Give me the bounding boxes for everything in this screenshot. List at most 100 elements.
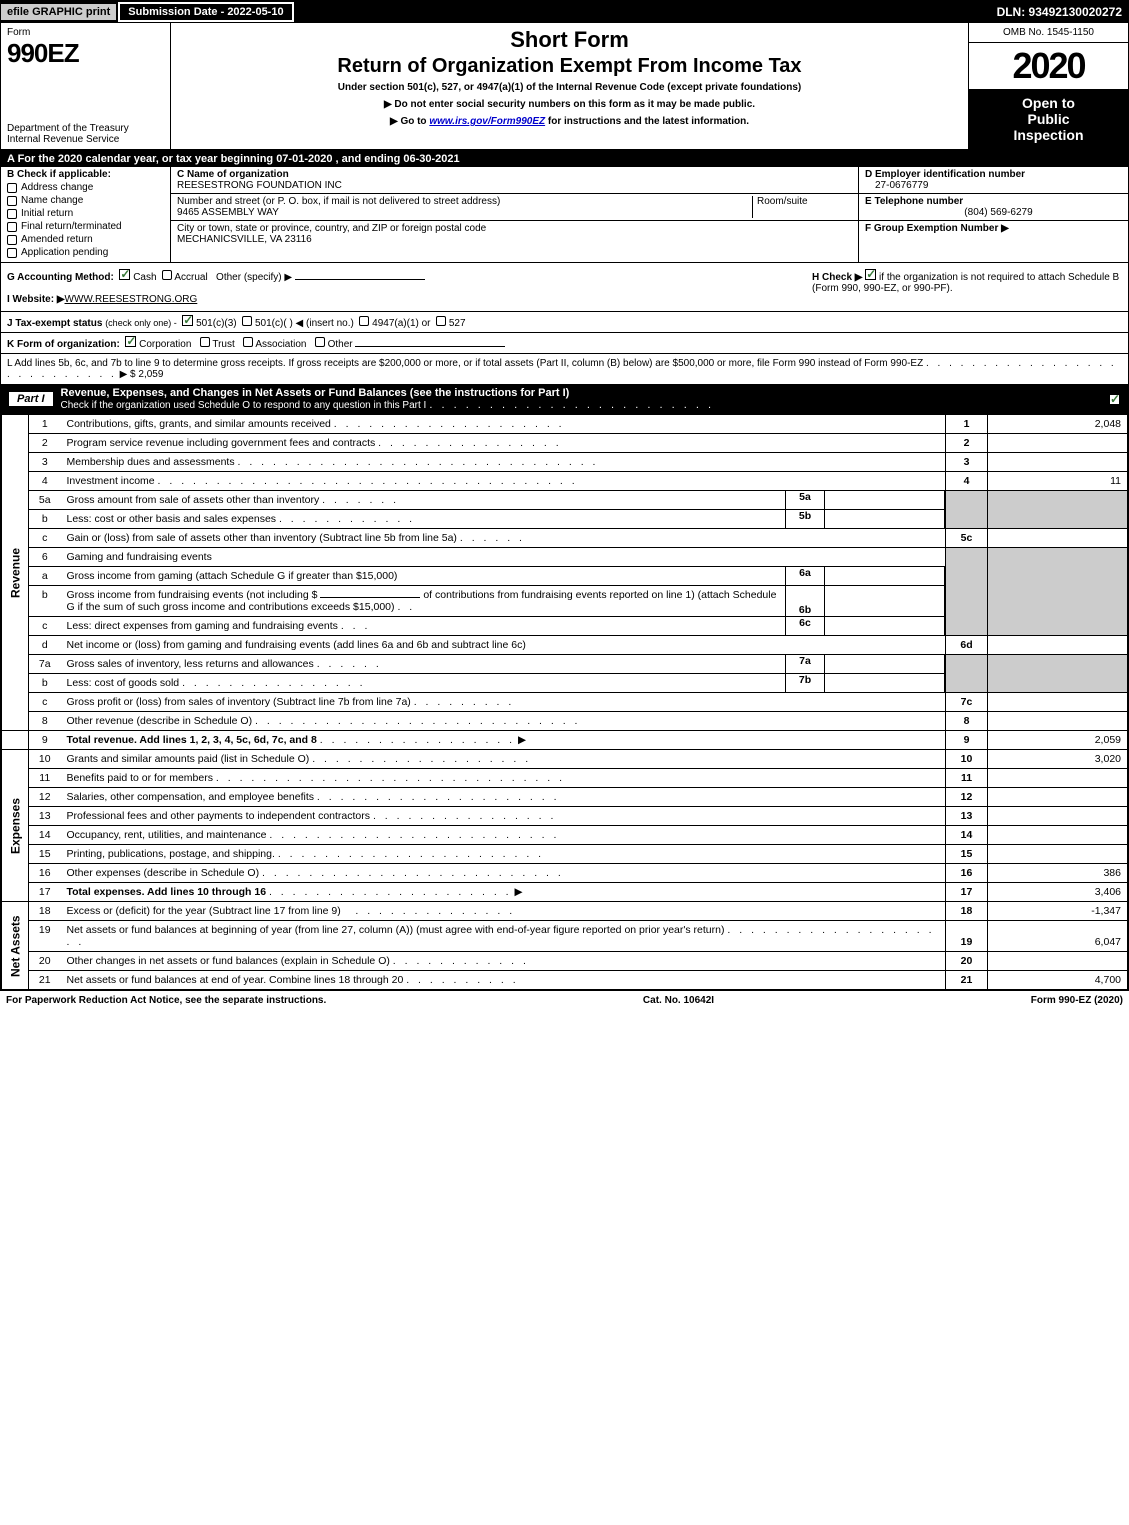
checkbox-association[interactable] [243,337,253,347]
checkbox-icon [7,183,17,193]
section-a-dates: A For the 2020 calendar year, or tax yea… [1,151,1128,167]
checkbox-501c3-checked[interactable] [182,315,193,326]
page-footer: For Paperwork Reduction Act Notice, see … [0,991,1129,1010]
line-7b-desc: Less: cost of goods sold [67,677,180,689]
short-form-title: Short Form [179,27,960,53]
line-18-desc: Excess or (deficit) for the year (Subtra… [67,905,341,917]
line-4-value: 11 [988,472,1128,491]
checkbox-other-org[interactable] [315,337,325,347]
line-5a-desc: Gross amount from sale of assets other t… [67,494,320,506]
org-name-label: C Name of organization [177,169,289,180]
checkbox-501c[interactable] [242,316,252,326]
checkbox-final-return[interactable]: Final return/terminated [7,221,164,232]
efile-print-label[interactable]: efile GRAPHIC print [1,4,116,20]
line-9-desc: Total revenue. Add lines 1, 2, 3, 4, 5c,… [67,734,317,746]
checkbox-address-change[interactable]: Address change [7,182,164,193]
line-20-desc: Other changes in net assets or fund bala… [67,955,390,967]
col-d-ein-phone: D Employer identification number 27-0676… [858,167,1128,262]
line-13-desc: Professional fees and other payments to … [67,810,371,822]
website-value[interactable]: WWW.REESESTRONG.ORG [65,294,198,305]
checkbox-4947[interactable] [359,316,369,326]
line-15-value [988,845,1128,864]
h-schedule-b: H Check ▶ if the organization is not req… [812,269,1122,305]
line-6b-amount-input[interactable] [320,597,420,598]
line-10-value: 3,020 [988,750,1128,769]
header-left: Form 990EZ Department of the Treasury In… [1,23,171,149]
checkbox-corporation-checked[interactable] [125,336,136,347]
line-6-desc: Gaming and fundraising events [61,548,946,567]
checkbox-accrual[interactable] [162,270,172,280]
line-11-value [988,769,1128,788]
open-public-badge: Open to Public Inspection [969,89,1128,149]
do-not-warning: ▶ Do not enter social security numbers o… [179,99,960,110]
info-grid: B Check if applicable: Address change Na… [1,167,1128,263]
form-number: 990EZ [7,38,164,69]
part-1-table: Revenue 1 Contributions, gifts, grants, … [1,414,1128,990]
under-section: Under section 501(c), 527, or 4947(a)(1)… [179,82,960,93]
line-19-desc: Net assets or fund balances at beginning… [67,924,725,936]
line-12-value [988,788,1128,807]
room-suite-label: Room/suite [752,196,852,218]
line-6b-desc1: Gross income from fundraising events (no… [67,589,318,601]
line-13-value [988,807,1128,826]
line-7a-subvalue [825,655,945,673]
header-right: OMB No. 1545-1150 2020 Open to Public In… [968,23,1128,149]
footer-cat-no: Cat. No. 10642I [643,995,714,1006]
part-1-header: Part I Revenue, Expenses, and Changes in… [1,384,1128,414]
line-7c-desc: Gross profit or (loss) from sales of inv… [67,696,411,708]
org-name-value: REESESTRONG FOUNDATION INC [177,180,342,191]
top-bar: efile GRAPHIC print Submission Date - 20… [1,1,1128,23]
line-1-value: 2,048 [988,415,1128,434]
line-17-desc: Total expenses. Add lines 10 through 16 [67,886,267,898]
checkbox-trust[interactable] [200,337,210,347]
go-to-link-line: ▶ Go to www.irs.gov/Form990EZ for instru… [179,116,960,127]
checkbox-icon [7,222,17,232]
part-1-schedule-o-checkbox[interactable] [1109,394,1120,405]
city-value: MECHANICSVILLE, VA 23116 [177,234,312,245]
submission-date: Submission Date - 2022-05-10 [118,2,293,22]
irs-link[interactable]: www.irs.gov/Form990EZ [429,116,545,127]
line-5b-subvalue [825,510,945,528]
line-11-desc: Benefits paid to or for members [67,772,213,784]
line-2-value [988,434,1128,453]
line-21-value: 4,700 [988,971,1128,990]
footer-left: For Paperwork Reduction Act Notice, see … [6,995,326,1006]
form-label: Form [7,27,164,38]
line-10-desc: Grants and similar amounts paid (list in… [67,753,310,765]
checkbox-application-pending[interactable]: Application pending [7,247,164,258]
part-1-check-text: Check if the organization used Schedule … [61,400,427,411]
checkbox-cash-checked[interactable] [119,269,130,280]
checkbox-amended-return[interactable]: Amended return [7,234,164,245]
other-specify-input[interactable] [295,279,425,280]
checkbox-527[interactable] [436,316,446,326]
tax-year: 2020 [969,43,1128,89]
line-l-gross-receipts: L Add lines 5b, 6c, and 7b to line 9 to … [1,354,1128,384]
street-label: Number and street (or P. O. box, if mail… [177,196,500,207]
netassets-vert-label: Net Assets [2,902,29,990]
website-label: I Website: ▶ [7,294,65,305]
line-5c-desc: Gain or (loss) from sale of assets other… [67,532,457,544]
g-accounting-method: G Accounting Method: Cash Accrual Other … [7,269,812,305]
checkbox-initial-return[interactable]: Initial return [7,208,164,219]
group-exemption-label: F Group Exemption Number ▶ [865,223,1009,234]
footer-right: Form 990-EZ (2020) [1031,995,1123,1006]
line-17-value: 3,406 [988,883,1128,902]
dln-number: DLN: 93492130020272 [991,3,1128,21]
part-1-label: Part I [9,392,53,406]
line-5b-desc: Less: cost or other basis and sales expe… [67,513,277,525]
line-6d-value [988,636,1128,655]
line-9-value: 2,059 [988,731,1128,750]
checkbox-name-change[interactable]: Name change [7,195,164,206]
checkbox-h-checked[interactable] [865,269,876,280]
line-7b-subvalue [825,674,945,692]
phone-label: E Telephone number [865,196,963,207]
other-org-input[interactable] [355,346,505,347]
revenue-vert-label: Revenue [2,415,29,731]
street-value: 9465 ASSEMBLY WAY [177,207,279,218]
expenses-vert-label: Expenses [2,750,29,902]
line-5c-value [988,529,1128,548]
line-16-value: 386 [988,864,1128,883]
line-7c-value [988,693,1128,712]
line-3-value [988,453,1128,472]
line-6c-subvalue [825,617,945,635]
